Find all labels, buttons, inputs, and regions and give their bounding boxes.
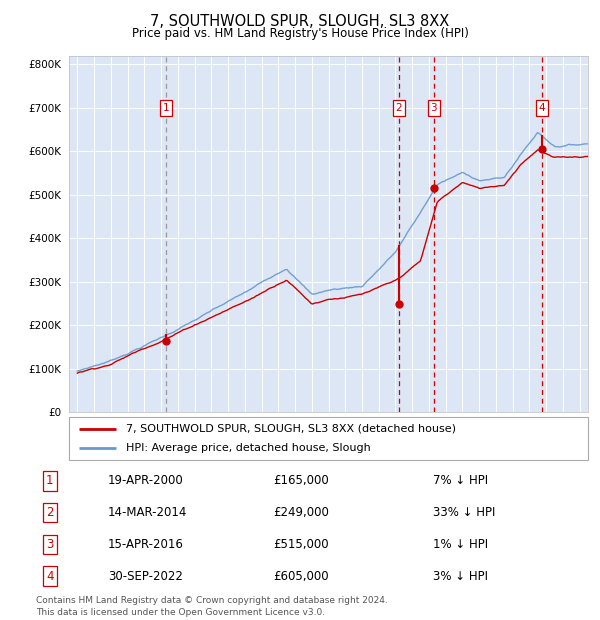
- Text: 1: 1: [46, 474, 53, 487]
- Text: 1% ↓ HPI: 1% ↓ HPI: [433, 538, 488, 551]
- Text: HPI: Average price, detached house, Slough: HPI: Average price, detached house, Slou…: [126, 443, 371, 453]
- Text: 2: 2: [46, 506, 53, 519]
- Text: Price paid vs. HM Land Registry's House Price Index (HPI): Price paid vs. HM Land Registry's House …: [131, 27, 469, 40]
- Text: 7, SOUTHWOLD SPUR, SLOUGH, SL3 8XX: 7, SOUTHWOLD SPUR, SLOUGH, SL3 8XX: [151, 14, 449, 29]
- Text: 30-SEP-2022: 30-SEP-2022: [108, 570, 182, 583]
- Text: £165,000: £165,000: [273, 474, 329, 487]
- Text: 7, SOUTHWOLD SPUR, SLOUGH, SL3 8XX (detached house): 7, SOUTHWOLD SPUR, SLOUGH, SL3 8XX (deta…: [126, 424, 456, 434]
- Text: £249,000: £249,000: [273, 506, 329, 519]
- FancyBboxPatch shape: [69, 417, 588, 460]
- Text: 33% ↓ HPI: 33% ↓ HPI: [433, 506, 496, 519]
- Text: 3: 3: [46, 538, 53, 551]
- Text: 4: 4: [46, 570, 53, 583]
- Text: 7% ↓ HPI: 7% ↓ HPI: [433, 474, 488, 487]
- Text: 3: 3: [430, 103, 437, 113]
- Text: 3% ↓ HPI: 3% ↓ HPI: [433, 570, 488, 583]
- Text: 2: 2: [395, 103, 402, 113]
- Text: £605,000: £605,000: [273, 570, 329, 583]
- Text: 14-MAR-2014: 14-MAR-2014: [108, 506, 187, 519]
- Text: 1: 1: [163, 103, 169, 113]
- Text: £515,000: £515,000: [273, 538, 329, 551]
- Text: 19-APR-2000: 19-APR-2000: [108, 474, 184, 487]
- Text: Contains HM Land Registry data © Crown copyright and database right 2024.
This d: Contains HM Land Registry data © Crown c…: [36, 596, 388, 618]
- Text: 4: 4: [539, 103, 545, 113]
- Text: 15-APR-2016: 15-APR-2016: [108, 538, 184, 551]
